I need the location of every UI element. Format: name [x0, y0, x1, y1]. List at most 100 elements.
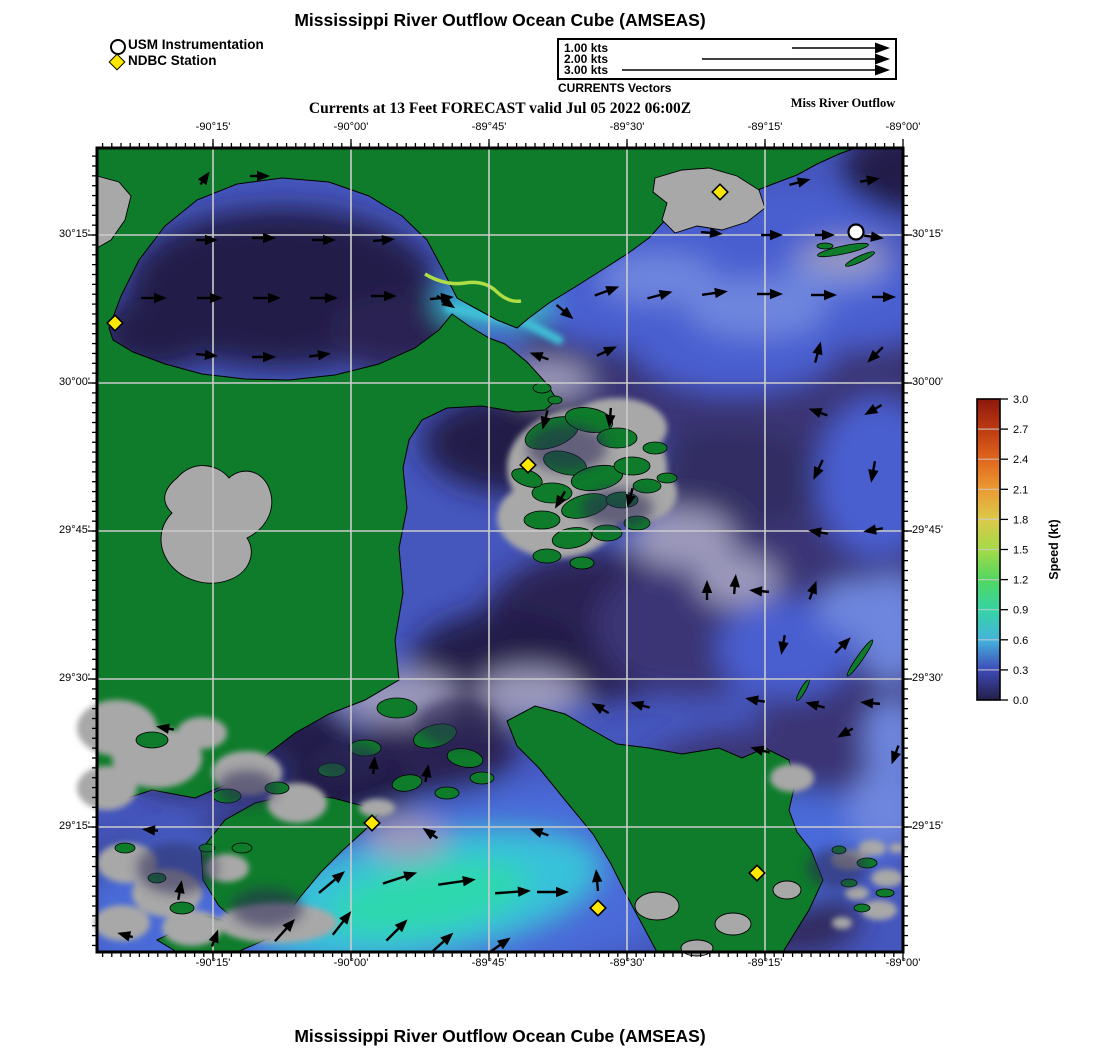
current-vector-arrow	[372, 234, 395, 246]
ndbc-legend-label: NDBC Station	[128, 53, 217, 68]
current-vector-arrow	[863, 231, 884, 242]
current-vector-arrow	[808, 408, 828, 418]
colorbar-tick-label: 2.7	[1013, 424, 1028, 436]
footer-title: Mississippi River Outflow Ocean Cube (AM…	[294, 1026, 706, 1046]
y-axis-tick-label: 29°30'	[912, 672, 943, 684]
current-vector-arrow	[174, 880, 185, 901]
y-axis-tick-label: 30°15'	[912, 228, 943, 240]
forecast-subtitle: Currents at 13 Feet FORECAST valid Jul 0…	[308, 100, 692, 117]
current-vector-arrow	[555, 490, 567, 509]
graticule	[97, 148, 903, 952]
current-vector-arrow	[197, 292, 223, 304]
current-vector-arrow	[750, 745, 770, 756]
usm-legend-icon	[110, 39, 126, 55]
current-vector-arrow	[421, 764, 432, 783]
current-vector-arrow	[868, 460, 879, 483]
current-vector-arrow	[318, 871, 346, 894]
current-vector-arrow	[591, 869, 603, 892]
page-title: Mississippi River Outflow Ocean Cube (AM…	[294, 10, 706, 30]
current-vector-arrow	[494, 886, 531, 897]
current-vector-arrow	[745, 695, 766, 706]
current-vector-arrow	[859, 175, 880, 186]
colorbar-tick-label: 2.1	[1013, 484, 1028, 496]
x-axis-tick-label: -89°30'	[609, 957, 645, 969]
x-axis-tick-label: -89°15'	[747, 121, 783, 133]
vector-scale-label: 1.00 kts	[564, 41, 608, 55]
colorbar-tick-label: 0.0	[1013, 695, 1028, 707]
ndbc-station-marker	[589, 899, 607, 917]
x-axis-tick-label: -89°45'	[471, 957, 507, 969]
current-vector-arrow	[805, 700, 825, 711]
current-vector-arrow	[555, 304, 574, 320]
colorbar-tick-label: 0.3	[1013, 665, 1028, 677]
current-vector-arrow	[778, 634, 789, 655]
ndbc-station-marker	[519, 456, 537, 474]
circle-icon	[110, 39, 126, 55]
colorbar-tick-label: 3.0	[1013, 394, 1028, 406]
current-vector-arrow	[529, 828, 549, 838]
current-vector-arrow	[274, 918, 296, 942]
x-axis-tick-label: -89°45'	[471, 121, 507, 133]
current-vector-arrow	[253, 292, 281, 304]
colorbar-tick-label: 1.8	[1013, 514, 1028, 526]
current-vector-arrow	[195, 349, 218, 361]
current-vector-arrow	[594, 286, 620, 297]
current-vector-arrow	[811, 289, 837, 301]
y-axis-tick-label: 29°45'	[59, 524, 90, 536]
ndbc-legend-icon	[108, 53, 126, 71]
current-vector-arrow	[596, 346, 617, 357]
diamond-icon	[108, 53, 126, 71]
current-vector-arrow	[864, 403, 883, 415]
x-axis-tick-label: -89°15'	[747, 957, 783, 969]
current-vector-arrow	[252, 232, 276, 244]
x-axis-tick-label: -90°15'	[195, 957, 231, 969]
current-vector-arrow	[761, 229, 783, 241]
current-vector-arrow	[789, 177, 811, 188]
current-vector-arrow	[331, 911, 352, 936]
current-vector-arrow	[813, 459, 824, 480]
vector-scale-box: 1.00 kts 2.00 kts 3.00 kts	[557, 38, 897, 80]
current-vector-arrow	[701, 580, 713, 600]
current-vector-arrow	[837, 726, 854, 738]
x-axis-tick-label: -89°00'	[885, 121, 921, 133]
x-axis-tick-label: -89°30'	[609, 121, 645, 133]
current-speed-map	[77, 139, 912, 961]
current-vector-arrow	[382, 871, 418, 885]
current-vector-arrow	[891, 745, 901, 765]
current-vector-arrow	[872, 291, 896, 303]
current-vector-arrow	[591, 703, 610, 715]
colorbar-tick-label: 1.5	[1013, 545, 1028, 557]
current-vector-arrow	[438, 876, 476, 887]
current-vector-arrow	[647, 289, 673, 301]
current-vector-arrow	[812, 341, 823, 363]
current-vector-arrow	[196, 234, 218, 246]
current-vector-arrow	[431, 932, 454, 953]
current-vector-arrow	[860, 698, 881, 709]
x-axis-tick-label: -89°00'	[885, 957, 921, 969]
colorbar-tick-label: 0.6	[1013, 635, 1028, 647]
current-vector-arrow	[371, 290, 397, 302]
colorbar-tick-label: 1.2	[1013, 575, 1028, 587]
current-vector-arrow	[141, 292, 167, 304]
x-axis-tick-label: -90°15'	[195, 121, 231, 133]
current-vector-arrow	[808, 527, 829, 538]
water-speed-field	[97, 148, 903, 952]
ndbc-station-marker	[748, 864, 766, 882]
current-vector-arrow	[867, 346, 884, 363]
current-vector-arrow	[310, 292, 338, 304]
current-vector-arrow	[701, 287, 728, 299]
x-axis-tick-label: -90°00'	[333, 121, 369, 133]
x-axis-tick-label: -90°00'	[333, 957, 369, 969]
ndbc-station-marker	[106, 314, 124, 332]
current-vector-arrow	[250, 170, 270, 182]
usm-instrumentation-marker	[847, 223, 865, 241]
current-vector-arrow	[729, 574, 740, 595]
current-vector-arrow	[368, 756, 379, 775]
current-vector-arrow	[863, 524, 884, 535]
current-vector-arrow	[208, 929, 219, 947]
ndbc-station-marker	[711, 183, 729, 201]
current-vector-arrow	[142, 825, 159, 836]
current-vectors	[117, 170, 901, 954]
